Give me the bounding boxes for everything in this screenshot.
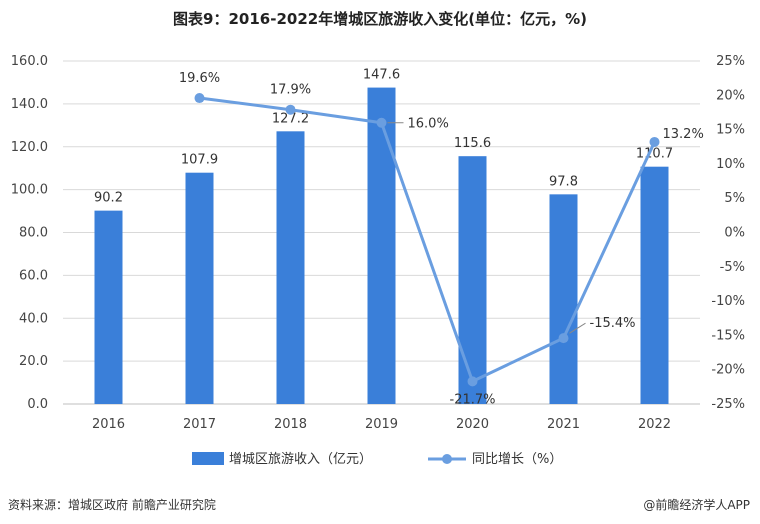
y-right-tick-label: 25% <box>716 54 745 69</box>
growth-value-label: 16.0% <box>408 117 449 132</box>
x-tick-label: 2020 <box>456 417 489 432</box>
y-left-tick-label: 140.0 <box>11 97 48 112</box>
y-left-tick-label: 0.0 <box>27 397 48 412</box>
y-left-tick-label: 60.0 <box>19 268 48 283</box>
y-left-tick-label: 40.0 <box>19 311 48 326</box>
growth-value-label: -21.7% <box>450 392 496 407</box>
y-left-tick-label: 80.0 <box>19 226 48 241</box>
bar <box>367 87 396 405</box>
x-tick-label: 2022 <box>638 417 671 432</box>
legend-line-marker <box>442 454 452 464</box>
growth-point <box>649 136 660 147</box>
brand-credit: @前瞻经济学人APP <box>643 498 750 512</box>
bar <box>276 131 305 404</box>
y-left-tick-label: 20.0 <box>19 354 48 369</box>
chart-title: 图表9：2016-2022年增城区旅游收入变化(单位：亿元，%) <box>173 10 587 28</box>
y-left-tick-label: 100.0 <box>11 183 48 198</box>
y-right-tick-label: 20% <box>716 88 745 103</box>
bar <box>94 210 123 404</box>
bar-value-label: 97.8 <box>549 174 578 189</box>
growth-value-label: 13.2% <box>663 127 704 142</box>
y-right-tick-label: 0% <box>724 226 745 241</box>
bar-value-label: 110.7 <box>636 147 673 162</box>
y-right-tick-label: -15% <box>711 328 745 343</box>
y-right-tick-label: 15% <box>716 123 745 138</box>
y-right-tick-label: 5% <box>724 191 745 206</box>
growth-point <box>285 104 296 115</box>
y-right-tick-label: -20% <box>711 363 745 378</box>
y-right-tick-label: 10% <box>716 157 745 172</box>
y-right-tick-label: -5% <box>720 260 745 275</box>
x-tick-label: 2016 <box>92 417 125 432</box>
legend-bar-label: 增城区旅游收入（亿元） <box>229 452 372 467</box>
bar-value-label: 90.2 <box>94 191 123 206</box>
bar <box>185 172 214 404</box>
bar-value-label: 107.9 <box>181 153 218 168</box>
y-left-tick-label: 120.0 <box>11 140 48 155</box>
y-right-tick-label: -10% <box>711 294 745 309</box>
source-note: 资料来源：增城区政府 前瞻产业研究院 <box>8 498 216 512</box>
leader-line <box>569 322 586 334</box>
x-tick-label: 2021 <box>547 417 580 432</box>
x-tick-label: 2017 <box>183 417 216 432</box>
growth-line <box>199 96 656 383</box>
growth-point <box>467 376 478 387</box>
growth-value-label: 19.6% <box>179 71 220 86</box>
growth-point <box>376 117 387 128</box>
bar <box>549 194 578 404</box>
x-tick-label: 2018 <box>274 417 307 432</box>
bar-value-label: 115.6 <box>454 136 491 151</box>
y-right-tick-label: -25% <box>711 397 745 412</box>
growth-value-label: -15.4% <box>590 316 636 331</box>
bar-value-label: 127.2 <box>272 111 309 126</box>
growth-value-label: 17.9% <box>270 83 311 98</box>
y-left-tick-label: 160.0 <box>11 54 48 69</box>
legend-line-label: 同比增长（%） <box>472 452 562 467</box>
bar-value-label: 147.6 <box>363 68 400 83</box>
bar <box>640 166 669 404</box>
bar <box>458 156 487 404</box>
growth-point <box>194 93 205 104</box>
legend-bar-swatch <box>192 452 224 465</box>
x-tick-label: 2019 <box>365 417 398 432</box>
growth-point <box>558 333 569 344</box>
